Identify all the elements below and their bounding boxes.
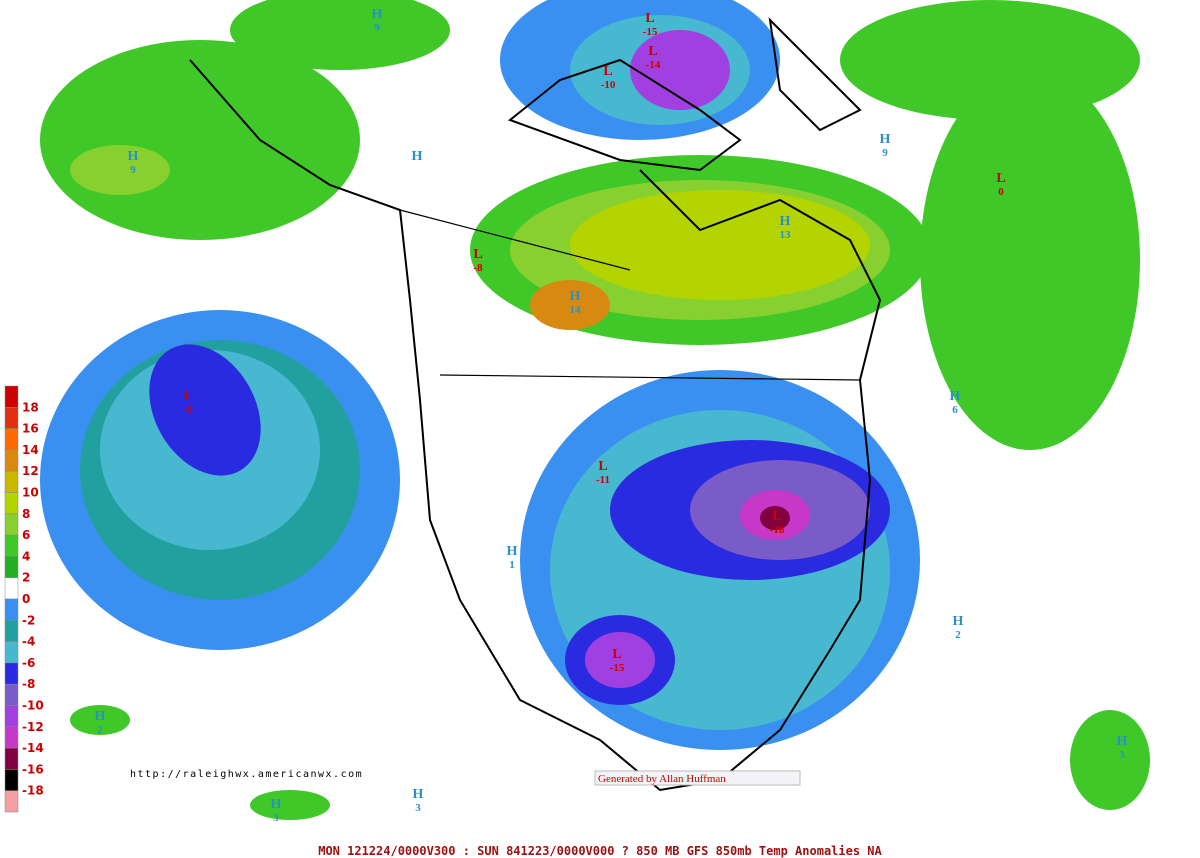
center-value: -15 <box>643 26 658 38</box>
legend: 18 16 14 12 10 8 6 4 2 0 -2 -4 -6 -8 -10 -12 -14 -16 -18 <box>4 385 44 813</box>
legend-label: 16 <box>22 422 39 436</box>
center-value: 13 <box>780 229 792 241</box>
center-value: -18 <box>770 524 785 536</box>
center-value: -10 <box>601 79 616 91</box>
legend-swatch <box>4 470 19 493</box>
center-letter: H <box>570 289 581 304</box>
legend-swatch <box>4 407 19 429</box>
legend-swatch <box>4 641 19 664</box>
legend-label: -4 <box>22 635 35 649</box>
legend-label: 18 <box>22 400 39 414</box>
center-letter: H <box>953 614 964 629</box>
center-letter: L <box>648 44 657 59</box>
legend-label: -6 <box>22 656 35 670</box>
legend-swatch <box>4 620 19 642</box>
borders <box>399 209 861 381</box>
legend-label: -18 <box>22 784 44 798</box>
legend-swatch <box>4 705 19 728</box>
center-letter: H <box>880 132 891 147</box>
center-value: -8 <box>473 262 483 274</box>
url: http://raleighwx.americanwx.com <box>130 769 363 780</box>
credit: Generated by Allan Huffman <box>598 773 726 785</box>
center-letter: H <box>128 149 139 164</box>
legend-label: -12 <box>22 720 44 734</box>
center-letter: H <box>413 787 424 802</box>
legend-label: -10 <box>22 699 44 713</box>
center-letter: H <box>95 709 106 724</box>
legend-swatch <box>4 790 19 813</box>
center-value: -9 <box>183 404 193 416</box>
legend-swatch <box>4 662 19 685</box>
center-value: 14 <box>570 304 582 316</box>
center-letter: L <box>473 247 482 262</box>
legend-label: 8 <box>22 507 30 521</box>
center-letter: H <box>412 149 423 164</box>
legend-swatch <box>4 598 19 621</box>
center-value: 0 <box>998 186 1004 198</box>
footer: MON 121224/0000V300 : SUN 841223/0000V00… <box>318 844 882 858</box>
center-value: 6 <box>952 404 958 416</box>
credit-box <box>594 770 801 786</box>
legend-swatch <box>4 683 19 706</box>
legend-label: 6 <box>22 528 30 542</box>
center-value: 9 <box>374 22 380 34</box>
legend-swatch <box>4 726 19 749</box>
legend-swatch <box>4 492 19 515</box>
legend-label: 12 <box>22 464 39 478</box>
pressure-centers: H9L-15L-14L-10H9HH9L0H13L-8H14L-9H6L-11L… <box>95 7 1128 824</box>
center-value: 9 <box>130 164 136 176</box>
center-value: 3 <box>273 812 279 824</box>
legend-label: 14 <box>22 443 39 457</box>
legend-label: 4 <box>22 549 30 563</box>
center-value: 3 <box>415 802 421 814</box>
center-value: 2 <box>955 629 961 641</box>
legend-label: -2 <box>22 613 35 627</box>
legend-label: -8 <box>22 677 35 691</box>
center-value: 9 <box>882 147 888 159</box>
center-value: 2 <box>97 724 103 736</box>
legend-label: 0 <box>22 592 30 606</box>
center-value: -11 <box>596 474 610 486</box>
legend-label: -16 <box>22 762 44 776</box>
legend-swatch <box>4 556 19 578</box>
anomaly-shading <box>40 0 1150 820</box>
legend-swatch <box>4 449 19 472</box>
center-letter: H <box>1117 734 1128 749</box>
center-letter: L <box>612 647 621 662</box>
center-letter: L <box>598 459 607 474</box>
legend-label: 10 <box>22 486 39 500</box>
center-letter: H <box>507 544 518 559</box>
center-letter: L <box>603 64 612 79</box>
legend-swatch <box>4 513 19 536</box>
legend-swatch <box>4 534 19 557</box>
center-value: 3 <box>1119 749 1125 761</box>
legend-label: 2 <box>22 571 30 585</box>
center-value: 1 <box>509 559 515 571</box>
legend-label: -14 <box>22 741 44 755</box>
legend-swatch <box>4 428 19 451</box>
center-letter: H <box>271 797 282 812</box>
center-value: -15 <box>610 662 625 674</box>
center-letter: H <box>950 389 961 404</box>
center-letter: L <box>645 11 654 26</box>
legend-swatch <box>4 769 19 791</box>
center-letter: L <box>996 171 1005 186</box>
center-value: -14 <box>646 59 661 71</box>
center-letter: L <box>772 509 781 524</box>
legend-swatch <box>4 577 19 600</box>
legend-swatch <box>4 747 19 770</box>
center-letter: H <box>372 7 383 22</box>
center-letter: L <box>183 389 192 404</box>
legend-swatch <box>4 385 19 408</box>
center-letter: H <box>780 214 791 229</box>
